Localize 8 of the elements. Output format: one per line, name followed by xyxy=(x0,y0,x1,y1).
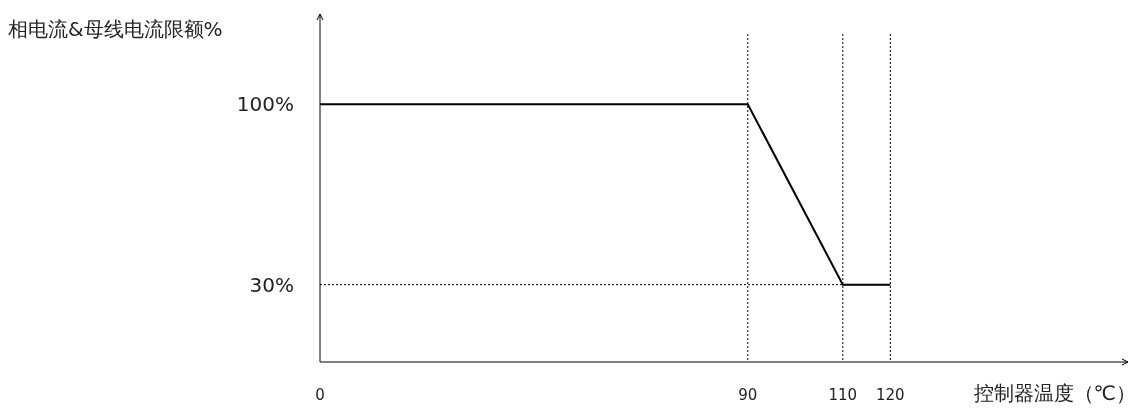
y-tick-label: 100% xyxy=(236,92,294,117)
y-tick-label: 30% xyxy=(249,272,294,297)
x-tick-label: 110 xyxy=(828,386,858,404)
x-tick-label: 120 xyxy=(876,386,905,404)
x-tick-label: 0 xyxy=(315,386,325,404)
x-axis-title: 控制器温度（℃） xyxy=(973,381,1136,405)
x-tick-label: 90 xyxy=(738,386,758,404)
y-axis-title: 相电流&母线电流限额% xyxy=(8,17,223,41)
